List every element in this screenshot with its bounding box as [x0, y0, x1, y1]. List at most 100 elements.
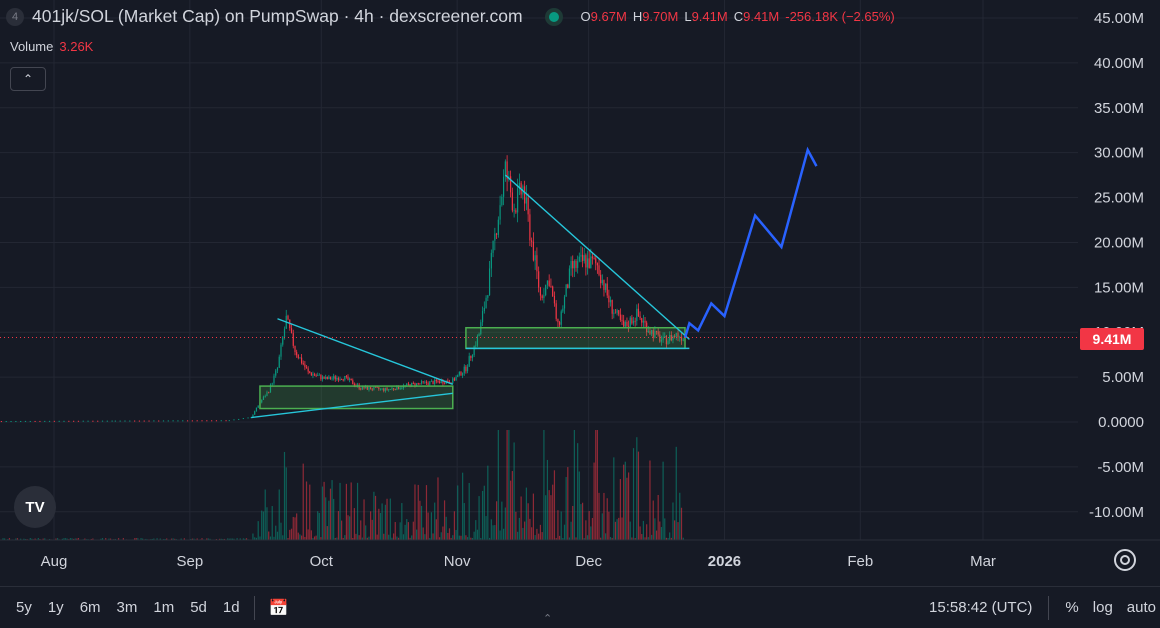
candle-body — [272, 383, 273, 384]
candle-body — [158, 420, 159, 421]
volume-bar — [545, 495, 546, 540]
timeframe-1m[interactable]: 1m — [153, 599, 174, 616]
settings-gear-icon[interactable] — [1114, 549, 1136, 571]
volume-bar — [331, 480, 332, 540]
collapse-legend-button[interactable]: ⌃ — [10, 67, 46, 91]
drag-handle-icon[interactable]: ⌃ — [543, 612, 552, 625]
candle-body — [351, 379, 352, 381]
volume-bar — [487, 466, 488, 540]
chart-title[interactable]: 401jk/SOL (Market Cap) on PumpSwap · 4h … — [32, 6, 523, 27]
candle-body — [533, 242, 534, 261]
volume-bar — [484, 486, 485, 540]
candle-body — [431, 381, 432, 382]
volume-bar — [423, 527, 424, 540]
volume-bar — [482, 491, 483, 540]
volume-bar — [550, 495, 551, 540]
volume-bar — [566, 477, 567, 540]
candle-body — [168, 420, 169, 421]
timeframe-1y[interactable]: 1y — [48, 599, 64, 616]
volume-bar — [654, 518, 655, 540]
tradingview-logo-icon[interactable]: TV — [14, 486, 56, 528]
volume-bar — [597, 430, 598, 540]
volume-bar — [408, 522, 409, 540]
volume-bar — [428, 513, 429, 540]
volume-bar — [602, 513, 603, 540]
candle-body — [503, 177, 504, 197]
candle-body — [564, 297, 565, 309]
timeframe-5y[interactable]: 5y — [16, 599, 32, 616]
volume-bar — [507, 430, 508, 540]
low-value: 9.41M — [692, 9, 728, 24]
volume-bar — [572, 506, 573, 540]
volume-bar — [593, 463, 594, 540]
candle-body — [354, 384, 355, 385]
percent-scale-button[interactable]: % — [1065, 599, 1078, 616]
candle-body — [247, 417, 248, 418]
candle-body — [233, 419, 234, 420]
volume-bar — [522, 528, 523, 540]
candle-body — [465, 367, 466, 372]
volume-bar — [477, 530, 478, 540]
candle-body — [529, 214, 530, 240]
candle-body — [258, 405, 259, 407]
log-scale-button[interactable]: log — [1093, 599, 1113, 616]
candle-body — [432, 381, 433, 384]
candle-body — [577, 261, 578, 268]
volume-bar — [419, 501, 420, 540]
timeframe-1d[interactable]: 1d — [223, 599, 240, 616]
candle-body — [330, 377, 331, 380]
volume-bar — [549, 490, 550, 540]
volume-bar — [382, 503, 383, 540]
volume-bar — [515, 512, 516, 540]
candle-body — [641, 318, 642, 322]
candle-body — [514, 210, 515, 211]
volume-bar — [474, 532, 475, 540]
candle-body — [294, 346, 295, 352]
x-tick-label: Feb — [847, 553, 873, 570]
candle-body — [301, 358, 302, 363]
volume-bar — [317, 511, 318, 540]
volume-bar — [462, 473, 463, 540]
clock-time[interactable]: 15:58:42 (UTC) — [929, 599, 1032, 616]
volume-bar — [385, 505, 386, 540]
volume-bar — [282, 535, 283, 540]
candle-body — [584, 255, 585, 261]
date-range-calendar-icon[interactable]: 📅 — [269, 598, 289, 618]
candle-body — [462, 373, 463, 375]
candle-body — [54, 421, 55, 422]
candle-body — [429, 381, 430, 384]
candle-body — [444, 383, 445, 384]
volume-bar — [512, 471, 513, 540]
candle-body — [308, 368, 309, 371]
candle-body — [87, 421, 88, 422]
candle-body — [1, 421, 2, 422]
volume-bar — [547, 460, 548, 540]
candle-body — [124, 421, 125, 422]
volume-bar — [514, 442, 515, 540]
auto-scale-button[interactable]: auto — [1127, 599, 1156, 616]
volume-bar — [444, 500, 445, 540]
candle-body — [153, 420, 154, 421]
candle-body — [616, 310, 617, 313]
price-chart[interactable]: 45.00M40.00M35.00M30.00M25.00M20.00M15.0… — [0, 0, 1160, 586]
candle-body — [643, 321, 644, 323]
volume-bar — [628, 472, 629, 540]
volume-bar — [552, 485, 553, 540]
timeframe-6m[interactable]: 6m — [80, 599, 101, 616]
timeframe-3m[interactable]: 3m — [117, 599, 138, 616]
timeframe-5d[interactable]: 5d — [190, 599, 207, 616]
candle-body — [322, 377, 323, 380]
candle-body — [6, 421, 7, 422]
candle-body — [628, 326, 629, 327]
candle-body — [424, 382, 425, 383]
volume-bar — [354, 508, 355, 540]
volume-bar — [554, 470, 555, 540]
market-status-icon — [549, 12, 559, 22]
candle-body — [436, 380, 437, 381]
candle-body — [585, 255, 586, 267]
volume-bar — [630, 522, 631, 540]
volume-bar — [577, 443, 578, 540]
candle-body — [439, 382, 440, 384]
candle-body — [494, 234, 495, 241]
candle-body — [319, 375, 320, 376]
